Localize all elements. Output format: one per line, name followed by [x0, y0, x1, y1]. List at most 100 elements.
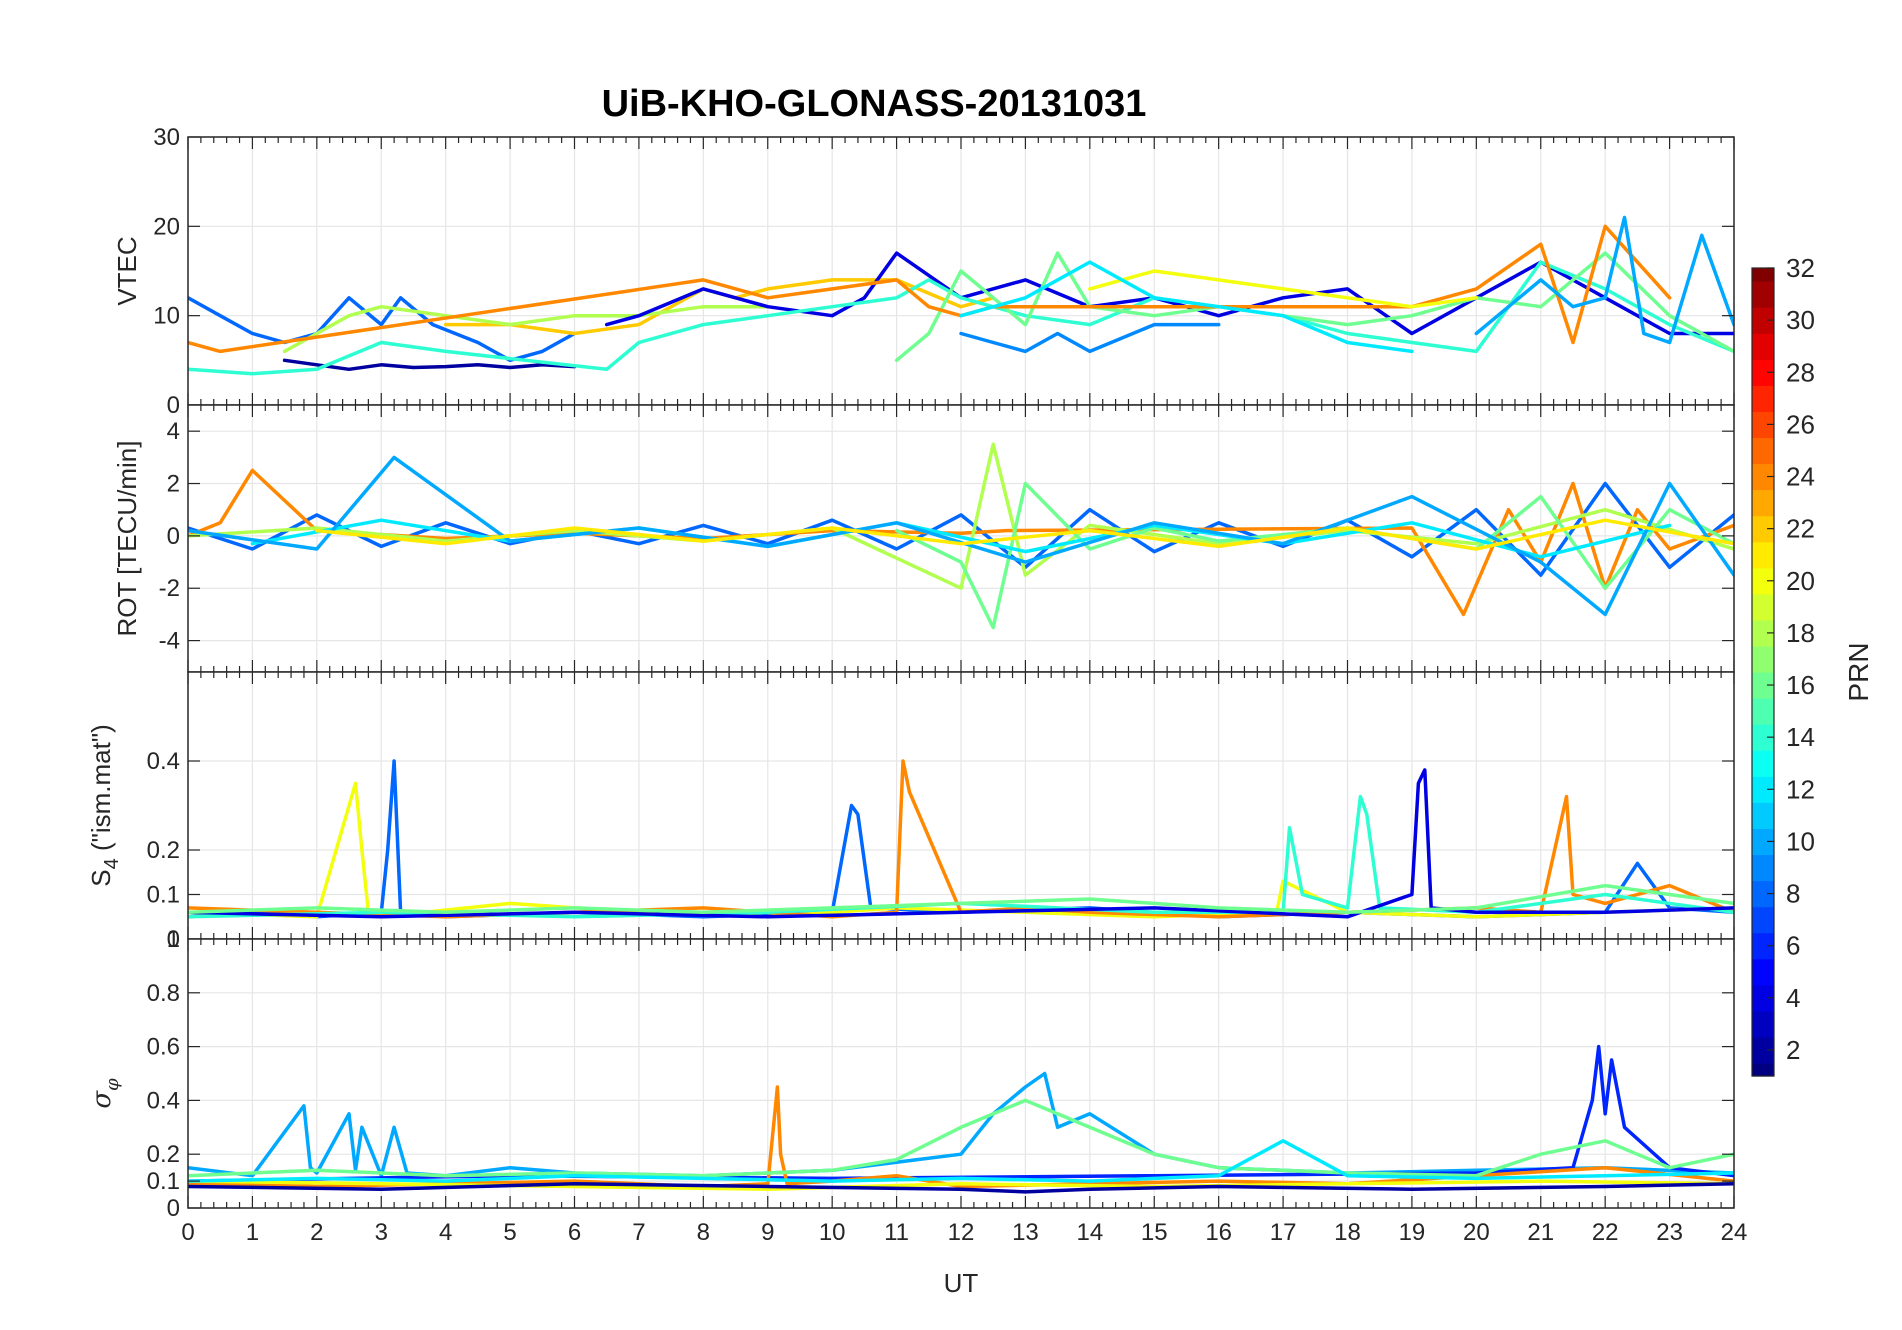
colorbar-segment [1752, 1010, 1774, 1038]
series-group [188, 215, 1734, 376]
panel-vtec: 0 10 20 30 VTEC [112, 124, 1735, 419]
colorbar-segment [1752, 307, 1774, 334]
x-tick-label: 5 [503, 1219, 516, 1246]
colorbar-segment [1752, 932, 1774, 960]
series-line-prn-16 [894, 481, 1734, 630]
y-tick-label: -4 [159, 628, 180, 655]
colorbar-segment [1752, 958, 1774, 986]
colorbar-segment [1752, 802, 1774, 829]
y-tick-label: 0.4 [147, 1087, 180, 1114]
y-tick-label: 0.1 [147, 882, 180, 909]
series-line-prn-18 [282, 304, 770, 354]
series-line-prn-2 [282, 358, 577, 372]
colorbar-tick-label: 4 [1786, 983, 1800, 1013]
colorbar-tick-label: 32 [1786, 253, 1815, 283]
series-line-prn-12 [959, 260, 1414, 354]
y-tick-label: 0 [167, 523, 180, 550]
x-tick-label: 22 [1592, 1219, 1619, 1246]
x-tick-label: 6 [568, 1219, 581, 1246]
x-tick-label: 23 [1656, 1219, 1683, 1246]
colorbar-tick-label: 6 [1786, 931, 1800, 961]
x-tick-label: 21 [1527, 1219, 1554, 1246]
colorbar-frame [1751, 267, 1775, 1077]
colorbar-segment [1752, 672, 1774, 699]
x-tick-label: 7 [632, 1219, 645, 1246]
colorbar-tick-label: 20 [1786, 566, 1815, 596]
x-tick-label: 10 [819, 1219, 846, 1246]
series-line-prn-21 [315, 518, 1734, 551]
series-line-prn-4 [188, 768, 1734, 919]
colorbar-segment [1752, 619, 1774, 647]
colorbar-tick-label: 12 [1786, 774, 1815, 804]
x-tick-label: 18 [1334, 1219, 1361, 1246]
y-axis-label: S4 ("ism.mat") [86, 724, 123, 886]
colorbar-segment [1752, 776, 1774, 803]
colorbar-segment [1752, 333, 1774, 360]
y-tick-label: 10 [153, 303, 180, 330]
y-tick-label: 30 [153, 124, 180, 151]
series-line-prn-8 [188, 481, 1734, 577]
series-line-prn-20 [1088, 269, 1479, 309]
series-line-prn-14 [188, 260, 1734, 376]
colorbar-tick-label: 22 [1786, 514, 1815, 544]
x-tick-label: 4 [439, 1219, 452, 1246]
colorbar-segment [1752, 281, 1774, 308]
y-tick-label: 0 [167, 926, 180, 953]
series-line-prn-6 [188, 1044, 1734, 1183]
colorbar-segment [1752, 724, 1774, 751]
y-axis-label: ROT [TECU/min] [112, 441, 142, 637]
series-line-prn-9 [959, 322, 1221, 354]
y-tick-label: 20 [153, 213, 180, 240]
y-tick-label: 0 [167, 1195, 180, 1222]
y-axis-label: VTEC [112, 236, 142, 305]
colorbar-segment [1752, 750, 1774, 777]
colorbar-segment [1752, 1036, 1774, 1064]
colorbar-segment [1752, 463, 1774, 491]
y-tick-label: 0.8 [147, 980, 180, 1007]
colorbar-segment [1752, 854, 1774, 882]
panel-s4: 0 0.1 0.2 0.4 1 S4 ("ism.mat") [86, 671, 1735, 953]
x-tick-label: 9 [761, 1219, 774, 1246]
y-tick-label: -2 [159, 575, 180, 602]
series-line-prn-20 [188, 1179, 1734, 1191]
colorbar-segment [1752, 489, 1774, 517]
y-tick-label: 1 [167, 926, 180, 953]
x-tick-label: 1 [246, 1219, 259, 1246]
y-tick-label: 0.2 [147, 1141, 180, 1168]
colorbar-tick-label: 18 [1786, 618, 1815, 648]
x-axis-label: UT [944, 1268, 979, 1298]
series-line-prn-16 [188, 883, 1734, 915]
colorbar-segment [1752, 828, 1774, 856]
colorbar-tick-label: 26 [1786, 409, 1815, 439]
y-tick-label: 0.2 [147, 837, 180, 864]
colorbar-tick-label: 16 [1786, 670, 1815, 700]
series-group [188, 1044, 1734, 1194]
colorbar-segment [1752, 437, 1774, 465]
y-tick-label: 4 [167, 418, 180, 445]
x-tick-label: 14 [1076, 1219, 1103, 1246]
colorbar-tick-label: 14 [1786, 722, 1815, 752]
y-tick-label: 2 [167, 471, 180, 498]
series-line-prn-2 [188, 1182, 1734, 1194]
colorbar-tick-label: 8 [1786, 879, 1800, 909]
panel-rot: -4 -2 0 2 4 ROT [TECU/min] [112, 404, 1735, 673]
x-tick-label: 20 [1463, 1219, 1490, 1246]
series-group [188, 442, 1734, 630]
series-line-prn-16 [188, 1098, 1734, 1178]
x-tick-label: 16 [1205, 1219, 1232, 1246]
x-tick-label: 8 [697, 1219, 710, 1246]
x-tick-label: 13 [1012, 1219, 1039, 1246]
x-tick-label: 15 [1141, 1219, 1168, 1246]
series-line-prn-10 [188, 455, 1734, 617]
colorbar-segment [1752, 541, 1774, 569]
colorbar-segment [1752, 698, 1774, 725]
y-tick-label: 0.4 [147, 748, 180, 775]
x-tick-label: 19 [1399, 1219, 1426, 1246]
y-axis-label: σφ [87, 1078, 123, 1109]
x-tick-label: 24 [1721, 1219, 1748, 1246]
colorbar-segment [1752, 515, 1774, 543]
chart-title: UiB-KHO-GLONASS-20131031 [602, 83, 1147, 125]
colorbar-segment [1752, 984, 1774, 1012]
colorbar-segment [1752, 645, 1774, 673]
